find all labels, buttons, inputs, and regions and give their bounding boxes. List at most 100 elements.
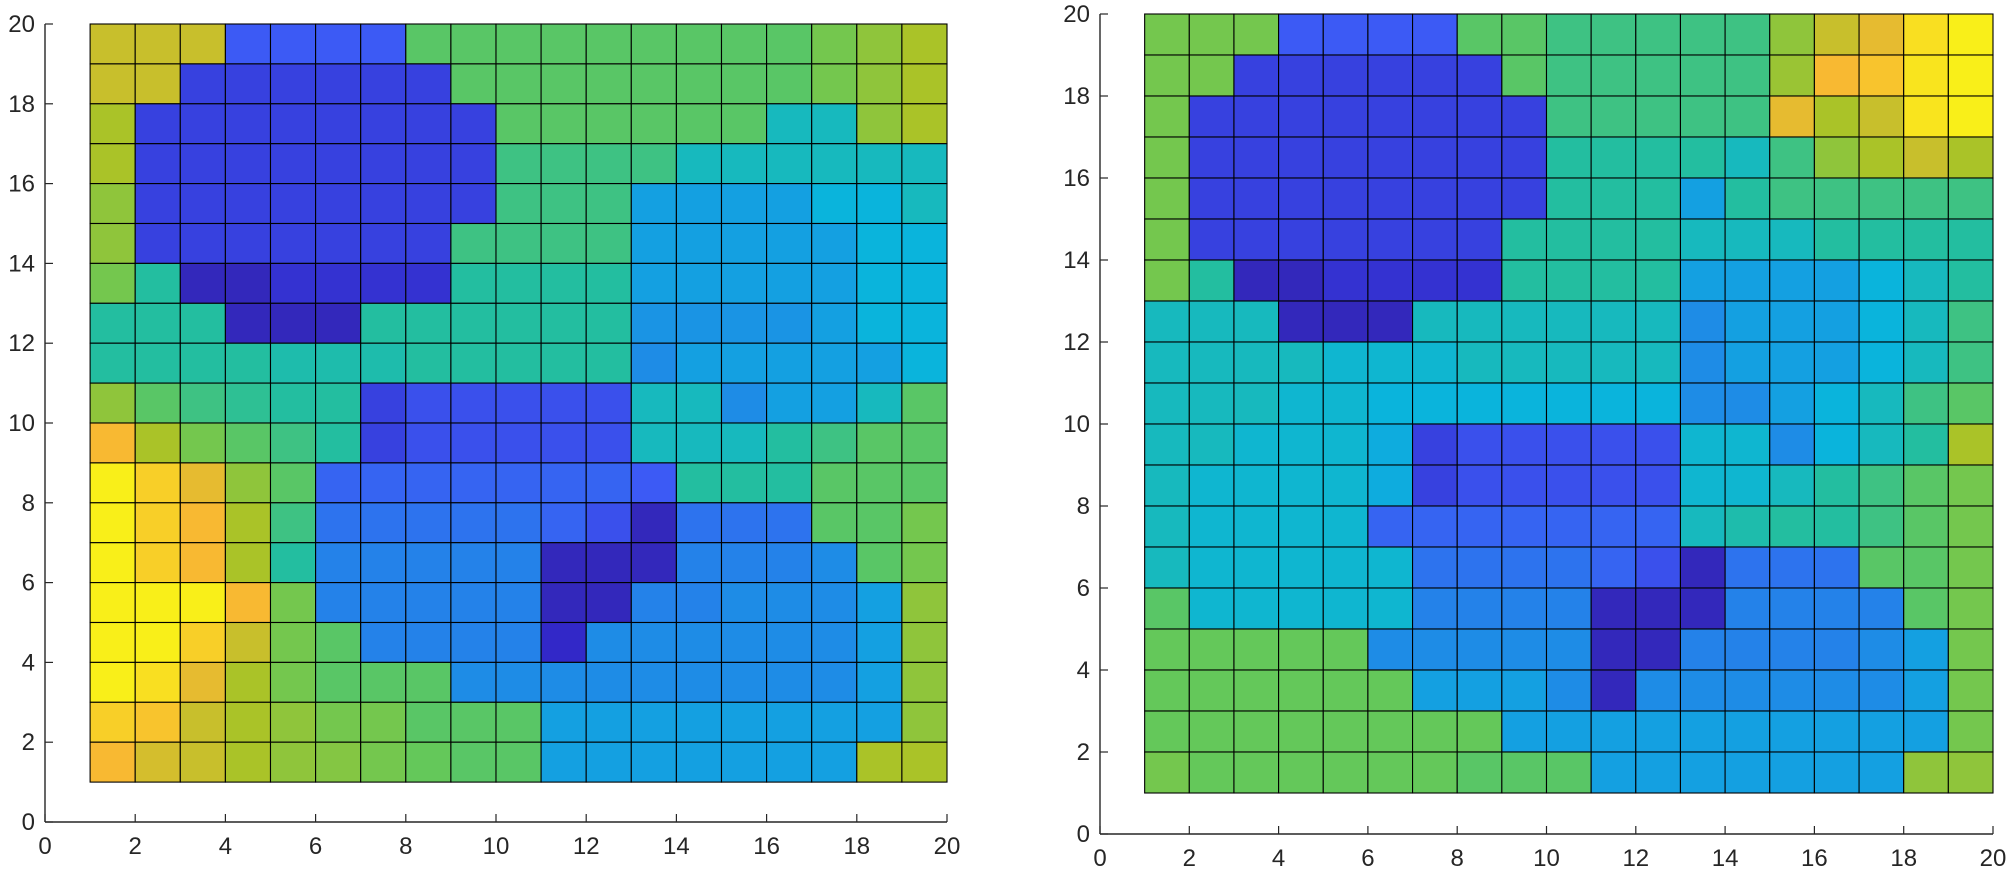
heatmap-cell	[1635, 505, 1682, 548]
heatmap-cell	[1412, 628, 1458, 671]
heatmap-cell	[315, 222, 362, 264]
heatmap-cell	[1947, 628, 1994, 671]
heatmap-cell	[1813, 136, 1860, 179]
heatmap-cell	[1679, 505, 1726, 548]
heatmap-cell	[675, 342, 723, 384]
heatmap-cell	[630, 302, 677, 344]
heatmap-cell	[224, 63, 272, 105]
heatmap-cell	[630, 502, 677, 544]
heatmap-cell	[1769, 177, 1815, 220]
heatmap-cell	[901, 542, 948, 584]
heatmap-cell	[720, 143, 768, 185]
heatmap-cell	[1412, 136, 1458, 179]
heatmap-cell	[269, 422, 317, 464]
heatmap-cell	[1679, 218, 1726, 261]
heatmap-cell	[1858, 177, 1905, 220]
heatmap-cell	[540, 222, 587, 264]
heatmap-cell	[1322, 669, 1369, 712]
heatmap-cell	[1278, 669, 1324, 712]
heatmap-cell	[89, 222, 136, 264]
heatmap-cell	[360, 183, 407, 225]
heatmap-cell	[1144, 13, 1190, 56]
heatmap-cell	[1545, 259, 1592, 302]
heatmap-cell	[1590, 300, 1637, 343]
heatmap-cell	[179, 582, 226, 624]
heatmap-cell	[1412, 464, 1458, 507]
heatmap-cell	[1322, 177, 1369, 220]
x-tick-label: 0	[1093, 845, 1106, 872]
heatmap-cell	[766, 302, 813, 344]
heatmap-cell	[1858, 423, 1905, 466]
heatmap-cell	[134, 542, 181, 584]
heatmap-cell	[450, 103, 497, 145]
heatmap-cell	[1813, 54, 1860, 97]
heatmap-cell	[179, 422, 226, 464]
heatmap-cell	[1278, 136, 1324, 179]
heatmap-cell	[495, 23, 542, 65]
heatmap-cell	[1367, 546, 1414, 589]
heatmap-cell	[89, 462, 136, 504]
heatmap-cell	[1545, 710, 1592, 753]
heatmap-cell	[1813, 382, 1860, 425]
x-tick-label: 18	[1890, 845, 1917, 872]
heatmap-cell	[405, 103, 452, 145]
heatmap-cell	[1144, 546, 1190, 589]
heatmap-cell	[1947, 177, 1994, 220]
heatmap-cell	[1144, 751, 1190, 794]
heatmap-cell	[269, 143, 317, 185]
heatmap-cell	[1233, 300, 1280, 343]
heatmap-cell	[811, 422, 858, 464]
heatmap-cell	[360, 262, 407, 304]
heatmap-cell	[224, 741, 272, 783]
heatmap-cell	[1367, 95, 1414, 138]
heatmap-cell	[134, 342, 181, 384]
heatmap-cell	[1545, 546, 1592, 589]
heatmap-cell	[269, 222, 317, 264]
heatmap-cell	[1590, 464, 1637, 507]
heatmap-cell	[1456, 300, 1503, 343]
heatmap-cell	[675, 262, 723, 304]
x-tick-label: 10	[483, 833, 510, 860]
heatmap-cell	[360, 382, 407, 424]
heatmap-cell	[720, 183, 768, 225]
heatmap-cell	[1635, 423, 1682, 466]
heatmap-cell	[901, 23, 948, 65]
heatmap-cell	[1947, 751, 1994, 794]
heatmap-cell	[179, 63, 226, 105]
heatmap-cell	[1545, 300, 1592, 343]
heatmap-cell	[224, 103, 272, 145]
heatmap-cell	[1769, 710, 1815, 753]
heatmap-cell	[224, 701, 272, 743]
heatmap-cell	[1903, 13, 1949, 56]
heatmap-cell	[1903, 751, 1949, 794]
heatmap-cell	[450, 143, 497, 185]
heatmap-cell	[1278, 218, 1324, 261]
heatmap-cell	[224, 342, 272, 384]
heatmap-cell	[269, 661, 317, 703]
heatmap-cell	[675, 661, 723, 703]
heatmap-cell	[1947, 464, 1994, 507]
heatmap-cell	[224, 621, 272, 663]
heatmap-cell	[1813, 95, 1860, 138]
heatmap-cell	[1635, 546, 1682, 589]
heatmap-cell	[1769, 341, 1815, 384]
heatmap-cell	[1724, 546, 1771, 589]
heatmap-cell	[1456, 218, 1503, 261]
heatmap-cell	[1456, 546, 1503, 589]
heatmap-cell	[1188, 136, 1235, 179]
heatmap-cell	[811, 222, 858, 264]
heatmap-cell	[1367, 13, 1414, 56]
x-tick-label: 4	[219, 833, 232, 860]
heatmap-cell	[495, 63, 542, 105]
heatmap-cell	[1813, 464, 1860, 507]
heatmap-cell	[675, 701, 723, 743]
heatmap-cell	[1367, 628, 1414, 671]
heatmap-cell	[1769, 95, 1815, 138]
heatmap-cell	[224, 143, 272, 185]
heatmap-cell	[766, 143, 813, 185]
heatmap-cell	[1635, 587, 1682, 630]
heatmap-cell	[766, 342, 813, 384]
heatmap-cell	[1947, 341, 1994, 384]
heatmap-cell	[1679, 136, 1726, 179]
